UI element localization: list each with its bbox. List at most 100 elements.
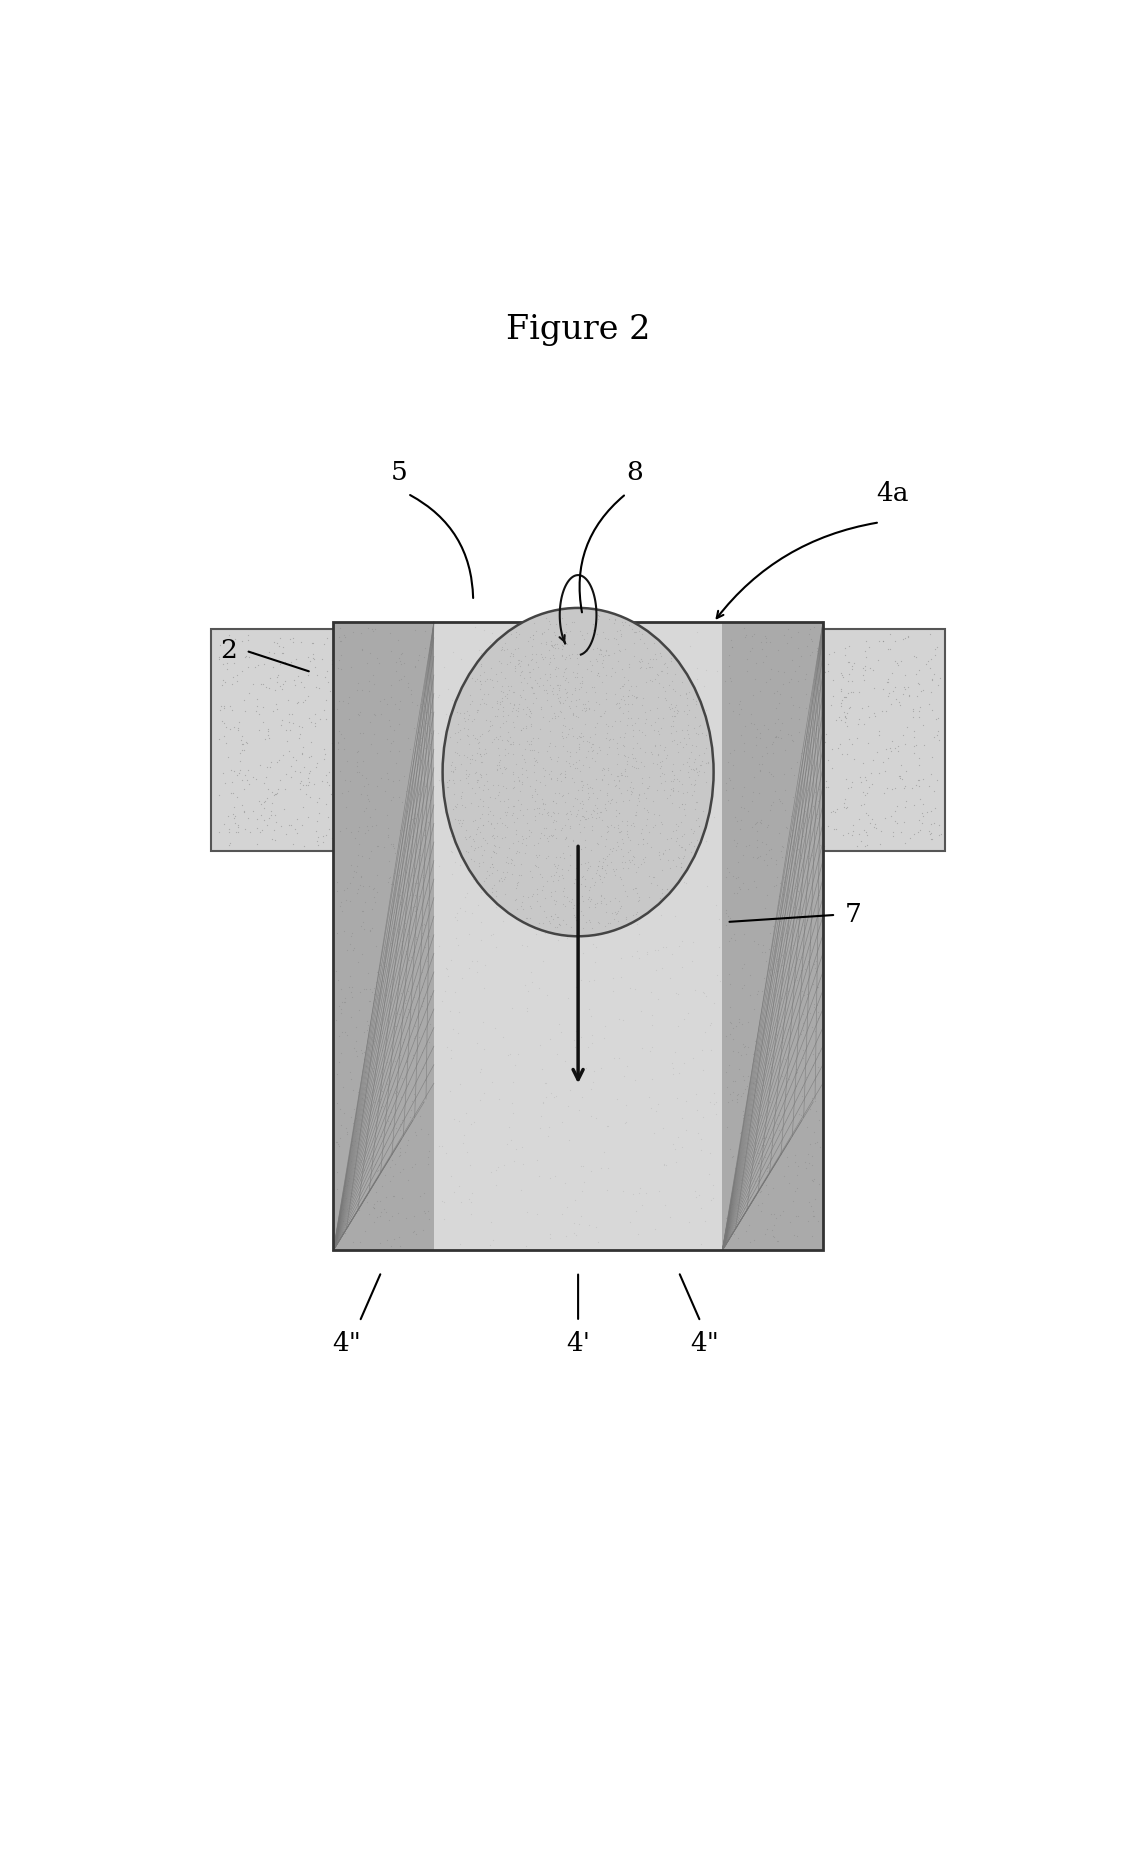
Text: 4": 4" (690, 1331, 720, 1355)
Point (587, 688, 605, 717)
Point (743, 1068, 761, 1098)
Point (593, 634, 611, 664)
Point (483, 727, 501, 756)
Point (379, 743, 397, 773)
Point (922, 818, 940, 847)
Point (406, 1010, 424, 1040)
Point (505, 806, 523, 836)
Point (488, 666, 506, 695)
Point (416, 933, 434, 962)
Point (592, 881, 610, 910)
Point (263, 823, 281, 853)
Point (758, 1214, 776, 1244)
Point (659, 792, 677, 821)
Point (643, 795, 661, 825)
Point (481, 706, 499, 736)
Point (661, 682, 679, 712)
Point (926, 640, 944, 669)
Point (585, 664, 603, 693)
Point (746, 623, 764, 653)
Point (686, 816, 704, 845)
Point (220, 831, 238, 860)
Point (804, 775, 822, 805)
Point (475, 834, 493, 864)
Point (591, 654, 609, 684)
Point (422, 781, 440, 810)
Point (662, 756, 680, 786)
Point (537, 627, 555, 656)
Point (334, 795, 352, 825)
Point (653, 738, 671, 768)
Point (400, 810, 418, 840)
Point (478, 664, 496, 693)
Text: 7: 7 (845, 903, 862, 927)
Point (755, 693, 773, 723)
Point (743, 664, 761, 693)
Point (808, 825, 826, 855)
Point (513, 753, 531, 782)
Point (721, 1020, 739, 1049)
Point (405, 1216, 423, 1246)
Point (574, 727, 592, 756)
Point (464, 664, 482, 693)
Point (632, 831, 650, 860)
Point (608, 729, 626, 758)
Point (885, 673, 904, 703)
Point (752, 1101, 770, 1131)
Point (666, 764, 684, 794)
Point (448, 727, 466, 756)
Point (807, 1127, 825, 1157)
Point (259, 716, 277, 745)
Point (614, 1005, 632, 1035)
Point (442, 753, 460, 782)
Point (490, 740, 508, 769)
Point (371, 721, 389, 751)
Point (623, 680, 641, 710)
Point (452, 621, 470, 651)
Point (306, 712, 324, 742)
Point (679, 638, 697, 667)
Point (573, 742, 591, 771)
Point (518, 808, 536, 838)
Point (656, 721, 675, 751)
Point (569, 751, 587, 781)
Point (475, 973, 493, 1003)
Point (574, 690, 592, 719)
Point (404, 860, 422, 890)
Point (484, 769, 502, 799)
Point (779, 653, 797, 682)
Point (758, 851, 776, 881)
Text: Figure 2: Figure 2 (506, 313, 650, 345)
Point (757, 732, 775, 762)
Point (759, 742, 777, 771)
Point (399, 723, 417, 753)
Point (618, 749, 636, 779)
Point (353, 1083, 371, 1112)
Point (600, 640, 618, 669)
Point (837, 640, 855, 669)
Point (585, 619, 603, 649)
Point (642, 1036, 660, 1066)
Point (628, 729, 646, 758)
Point (545, 866, 563, 895)
Point (667, 749, 685, 779)
Point (344, 934, 362, 964)
Point (757, 627, 775, 656)
Point (627, 936, 645, 966)
Point (611, 862, 629, 892)
Point (364, 669, 382, 699)
Point (641, 818, 659, 847)
Point (347, 857, 365, 886)
Point (841, 692, 860, 721)
Point (807, 1096, 825, 1125)
Point (700, 1086, 719, 1116)
Point (808, 920, 826, 949)
Point (229, 818, 247, 847)
Point (411, 1022, 429, 1051)
Point (565, 868, 583, 897)
Point (534, 806, 552, 836)
Point (891, 764, 909, 794)
Point (729, 862, 747, 892)
Point (581, 886, 599, 916)
Point (622, 1207, 640, 1237)
